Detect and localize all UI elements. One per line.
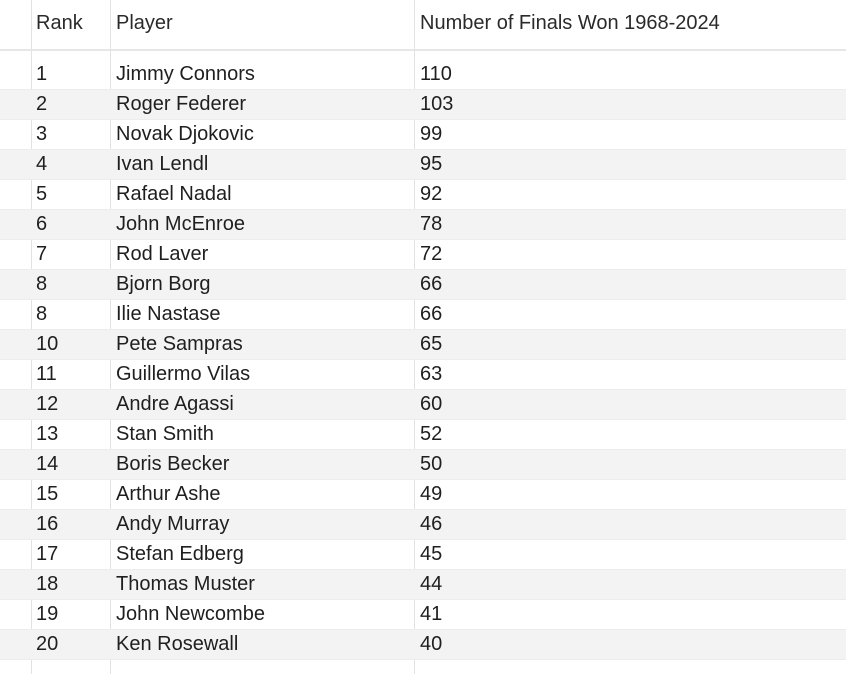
cell-finals[interactable]: 99 — [420, 123, 443, 145]
cell-finals[interactable]: 46 — [420, 513, 443, 535]
table-row[interactable]: 11 Guillermo Vilas 63 — [0, 360, 846, 390]
cell-player[interactable]: Roger Federer — [116, 93, 247, 115]
cell-rank[interactable]: 6 — [36, 213, 48, 235]
table-row[interactable]: 18 Thomas Muster 44 — [0, 570, 846, 600]
cell-player[interactable]: Novak Djokovic — [116, 123, 254, 145]
cell-finals[interactable]: 92 — [420, 183, 443, 205]
cell-finals[interactable]: 52 — [420, 423, 443, 445]
cell-rank[interactable]: 1 — [36, 63, 48, 85]
column-header-rank[interactable]: Rank — [36, 11, 83, 34]
table-row[interactable]: 7 Rod Laver 72 — [0, 240, 846, 270]
table-row[interactable]: 14 Boris Becker 50 — [0, 450, 846, 480]
cell-rank[interactable]: 14 — [36, 453, 59, 475]
cell-player[interactable]: Rafael Nadal — [116, 183, 232, 205]
cell-player[interactable]: Pete Sampras — [116, 333, 243, 355]
table-row[interactable]: 6 John McEnroe 78 — [0, 210, 846, 240]
cell-player[interactable]: Bjorn Borg — [116, 273, 211, 295]
cell-finals[interactable]: 66 — [420, 303, 443, 325]
cell-rank[interactable]: 4 — [36, 153, 48, 175]
cell-player[interactable]: Arthur Ashe — [116, 483, 221, 505]
cell-player[interactable]: Boris Becker — [116, 453, 230, 475]
cell-player[interactable]: John McEnroe — [116, 213, 245, 235]
cell-rank[interactable]: 13 — [36, 423, 59, 445]
cell-player[interactable]: Stefan Edberg — [116, 543, 244, 565]
table-row[interactable]: 19 John Newcombe 41 — [0, 600, 846, 630]
cell-finals[interactable]: 110 — [420, 63, 452, 85]
cell-finals[interactable]: 65 — [420, 333, 443, 355]
cell-player[interactable]: Jimmy Connors — [116, 63, 255, 85]
table-row[interactable]: 16 Andy Murray 46 — [0, 510, 846, 540]
cell-player[interactable]: Ivan Lendl — [116, 153, 209, 175]
cell-rank[interactable]: 2 — [36, 93, 48, 115]
cell-finals[interactable]: 41 — [420, 603, 443, 625]
cell-player[interactable]: Thomas Muster — [116, 573, 255, 595]
table-row[interactable]: 17 Stefan Edberg 45 — [0, 540, 846, 570]
cell-player[interactable]: John Newcombe — [116, 603, 265, 625]
table-row[interactable]: 8 Ilie Nastase 66 — [0, 300, 846, 330]
column-header-player[interactable]: Player — [116, 11, 173, 34]
table-row[interactable]: 8 Bjorn Borg 66 — [0, 270, 846, 300]
cell-rank[interactable]: 15 — [36, 483, 59, 505]
table-row[interactable]: 3 Novak Djokovic 99 — [0, 120, 846, 150]
cell-rank[interactable]: 19 — [36, 603, 59, 625]
cell-player[interactable]: Guillermo Vilas — [116, 363, 251, 385]
cell-rank[interactable]: 20 — [36, 633, 59, 655]
cell-finals[interactable]: 63 — [420, 363, 443, 385]
cell-rank[interactable]: 8 — [36, 303, 48, 325]
table-row[interactable]: 1 Jimmy Connors 110 — [0, 60, 846, 90]
cell-finals[interactable]: 66 — [420, 273, 443, 295]
table-row[interactable]: 4 Ivan Lendl 95 — [0, 150, 846, 180]
table-body: 1 Jimmy Connors 110 2 Roger Federer 103 3 Novak… — [0, 60, 846, 660]
cell-rank[interactable]: 18 — [36, 573, 59, 595]
header-spacer — [0, 51, 846, 60]
table-row[interactable]: 2 Roger Federer 103 — [0, 90, 846, 120]
cell-player[interactable]: Andre Agassi — [116, 393, 234, 415]
cell-rank[interactable]: 7 — [36, 243, 48, 265]
cell-player[interactable]: Rod Laver — [116, 243, 209, 265]
cell-rank[interactable]: 5 — [36, 183, 48, 205]
table-header-row: Rank Player Number of Finals Won 1968-20… — [0, 0, 846, 51]
table-row[interactable]: 10 Pete Sampras 65 — [0, 330, 846, 360]
cell-finals[interactable]: 44 — [420, 573, 443, 595]
cell-rank[interactable]: 10 — [36, 333, 59, 355]
cell-rank[interactable]: 16 — [36, 513, 59, 535]
table-row[interactable]: 20 Ken Rosewall 40 — [0, 630, 846, 660]
cell-player[interactable]: Ken Rosewall — [116, 633, 239, 655]
cell-rank[interactable]: 8 — [36, 273, 48, 295]
cell-finals[interactable]: 50 — [420, 453, 443, 475]
table-row[interactable]: 5 Rafael Nadal 92 — [0, 180, 846, 210]
cell-finals[interactable]: 45 — [420, 543, 443, 565]
cell-rank[interactable]: 17 — [36, 543, 59, 565]
cell-finals[interactable]: 72 — [420, 243, 443, 265]
table-row[interactable]: 12 Andre Agassi 60 — [0, 390, 846, 420]
cell-rank[interactable]: 3 — [36, 123, 48, 145]
cell-rank[interactable]: 11 — [36, 363, 57, 385]
cell-player[interactable]: Ilie Nastase — [116, 303, 221, 325]
cell-finals[interactable]: 40 — [420, 633, 443, 655]
column-header-finals[interactable]: Number of Finals Won 1968-2024 — [420, 11, 720, 34]
cell-player[interactable]: Andy Murray — [116, 513, 230, 535]
cell-finals[interactable]: 95 — [420, 153, 443, 175]
table-row[interactable]: 15 Arthur Ashe 49 — [0, 480, 846, 510]
cell-player[interactable]: Stan Smith — [116, 423, 214, 445]
cell-finals[interactable]: 49 — [420, 483, 443, 505]
cell-finals[interactable]: 103 — [420, 93, 454, 115]
cell-finals[interactable]: 78 — [420, 213, 443, 235]
table-row[interactable]: 13 Stan Smith 52 — [0, 420, 846, 450]
cell-rank[interactable]: 12 — [36, 393, 59, 415]
cell-finals[interactable]: 60 — [420, 393, 443, 415]
table-row-empty[interactable] — [0, 660, 846, 674]
